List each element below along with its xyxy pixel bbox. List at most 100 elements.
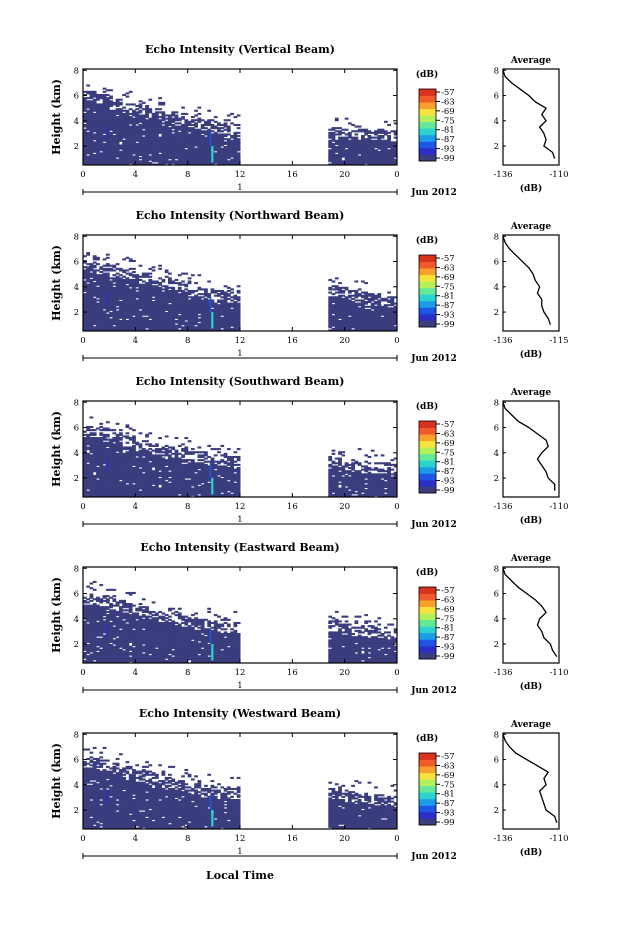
heatmap-cell: [122, 448, 127, 451]
heatmap-cell: [338, 158, 342, 161]
heatmap-cell: [361, 147, 365, 150]
heatmap-cell: [118, 116, 123, 119]
heatmap-cell: [148, 323, 153, 326]
heatmap-cell: [207, 136, 212, 139]
heatmap-cell: [96, 454, 100, 457]
heatmap-cell: [138, 103, 143, 106]
heatmap-cell: [99, 122, 104, 125]
heatmap-cell: [102, 119, 107, 122]
heatmap-cell: [164, 462, 169, 465]
heatmap-cell: [210, 141, 215, 144]
heatmap-cell: [158, 101, 162, 104]
heatmap-cell: [132, 437, 136, 440]
heatmap-cell: [200, 125, 205, 128]
heatmap-cell: [390, 304, 395, 307]
heatmap-cell: [132, 293, 136, 296]
heatmap-cell: [92, 429, 97, 432]
heatmap-cell: [102, 274, 107, 277]
heatmap-cell: [148, 301, 153, 304]
heatmap-cell: [204, 150, 208, 153]
heatmap-cell: [128, 153, 133, 157]
heatmap-cell: [217, 152, 221, 155]
heatmap-cell: [184, 299, 189, 302]
heatmap-cell: [383, 153, 388, 157]
heatmap-cell: [128, 274, 133, 277]
heatmap-cell: [174, 313, 179, 316]
heatmap-cell: [83, 116, 87, 119]
heatmap-cell: [331, 155, 336, 158]
heatmap-cell: [161, 321, 166, 324]
echo-streak: [209, 130, 212, 147]
heatmap-cell: [351, 305, 355, 308]
heatmap-cell: [132, 282, 136, 285]
heatmap-cell: [390, 130, 395, 133]
heatmap-cell: [135, 278, 140, 281]
heatmap-cell: [109, 323, 113, 326]
heatmap-cell: [187, 135, 192, 138]
heatmap-cell: [145, 462, 149, 465]
heatmap-cell: [230, 144, 234, 147]
heatmap-cell: [86, 149, 91, 152]
heatmap-cell: [102, 429, 107, 432]
heatmap-cell: [109, 312, 113, 315]
heatmap-cell: [393, 160, 398, 163]
heatmap-cell: [331, 150, 336, 153]
heatmap-cell: [338, 310, 342, 313]
heatmap-cell: [118, 327, 123, 330]
heatmap-cell: [115, 146, 120, 149]
heatmap-cell: [141, 460, 146, 463]
heatmap-cell: [141, 462, 146, 465]
heatmap-cell: [154, 160, 159, 163]
heatmap-cell: [138, 109, 143, 112]
heatmap-cell: [364, 319, 369, 323]
heatmap-cell: [357, 130, 362, 133]
heatmap-cell: [361, 301, 365, 304]
heatmap-cell: [187, 308, 192, 311]
heatmap-cell: [190, 313, 195, 316]
heatmap-cell: [115, 467, 120, 470]
heatmap-cell: [177, 319, 182, 323]
heatmap-cell: [109, 446, 113, 449]
heatmap-cell: [148, 432, 153, 435]
heatmap-cell: [83, 473, 87, 476]
heatmap-cell: [99, 455, 104, 459]
heatmap-cell: [92, 264, 97, 267]
heatmap-cell: [92, 117, 97, 120]
heatmap-cell: [213, 144, 218, 147]
heatmap-cell: [370, 321, 375, 324]
heatmap-cell: [86, 125, 91, 128]
heatmap-cell: [118, 448, 123, 451]
heatmap-cell: [213, 294, 218, 297]
heatmap-cell: [96, 146, 100, 149]
heatmap-cell: [86, 459, 91, 462]
heatmap-cell: [187, 142, 192, 145]
heatmap-cell: [328, 152, 333, 155]
heatmap-cell: [194, 158, 198, 161]
heatmap-cell: [217, 307, 221, 310]
average-line: [502, 70, 556, 159]
heatmap-cell: [151, 112, 156, 115]
heatmap-cell: [370, 131, 375, 134]
heatmap-cell: [132, 323, 136, 326]
heatmap-cell: [393, 316, 398, 319]
heatmap-cell: [344, 136, 349, 139]
heatmap-cell: [161, 297, 166, 300]
heatmap-cell: [141, 470, 146, 473]
heatmap-cell: [115, 112, 120, 115]
heatmap-cell: [115, 161, 120, 164]
heatmap-cell: [331, 133, 336, 136]
heatmap-cell: [158, 312, 162, 315]
heatmap-cell: [125, 157, 130, 160]
heatmap-cell: [132, 435, 136, 438]
heatmap-cell: [334, 141, 339, 144]
heatmap-cell: [377, 146, 382, 149]
heatmap-cell: [92, 484, 97, 487]
heatmap-cell: [174, 326, 179, 329]
heatmap-cell: [89, 100, 94, 103]
heatmap-cell: [233, 307, 238, 310]
heatmap-cell: [181, 313, 185, 316]
heatmap-cell: [177, 125, 182, 128]
heatmap-cell: [187, 144, 192, 147]
heatmap-cell: [181, 296, 185, 299]
heatmap-cell: [347, 149, 352, 152]
